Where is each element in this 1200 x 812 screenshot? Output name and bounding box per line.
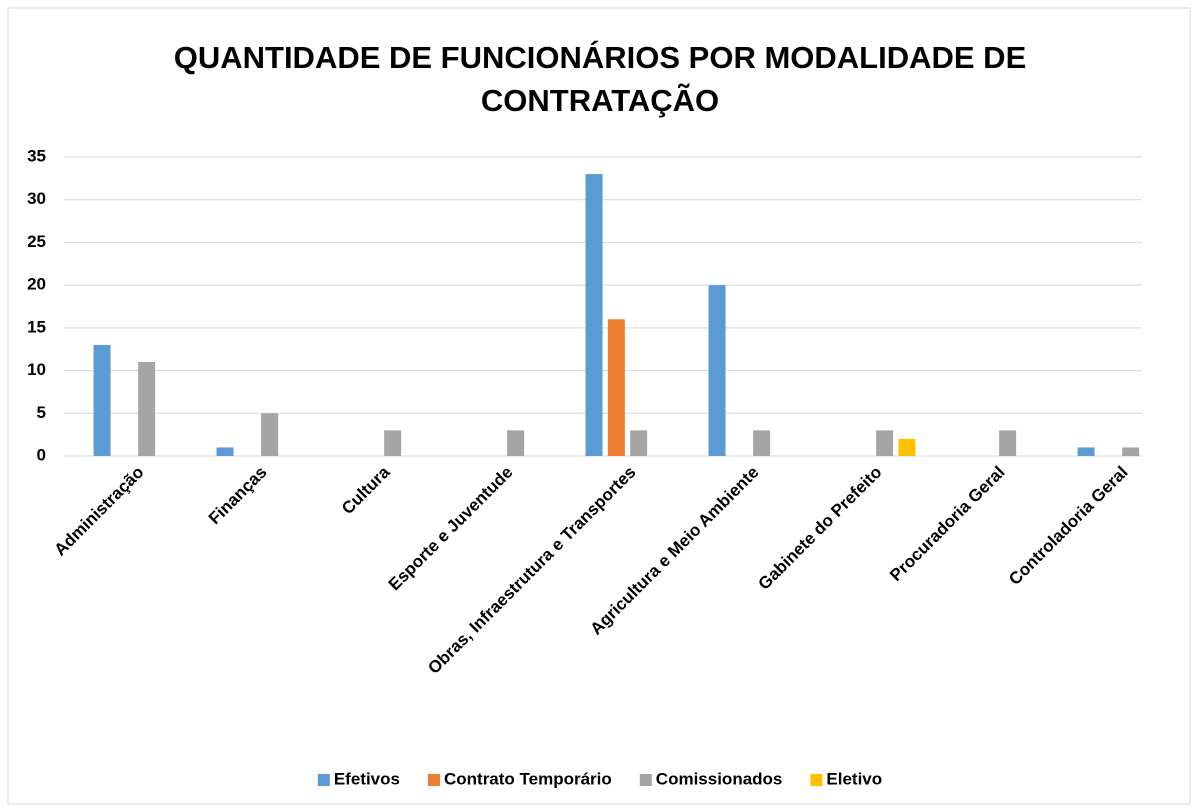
y-tick-label: 25 [27,232,46,251]
bar [261,413,279,456]
chart-title: QUANTIDADE DE FUNCIONÁRIOS POR MODALIDAD… [173,40,1027,118]
bar [999,430,1017,456]
bar [216,447,234,456]
legend-swatch [317,774,330,786]
y-tick-label: 15 [27,317,46,336]
legend-swatch [639,774,652,786]
bar [138,362,156,456]
bar [1077,447,1095,456]
bar [876,430,894,456]
legend-swatch [810,774,823,786]
legend-label: Eletivo [826,769,882,788]
y-tick-label: 0 [37,445,46,464]
bar [384,430,402,456]
legend-label: Efetivos [334,769,400,788]
legend-label: Contrato Temporário [444,769,612,788]
y-tick-label: 10 [27,360,46,379]
bar [630,430,648,456]
bar [93,344,111,456]
legend-label: Comissionados [656,769,783,788]
bar [507,430,525,456]
y-tick-label: 30 [27,189,46,208]
bar [708,285,726,456]
legend-swatch [427,774,440,786]
y-tick-label: 20 [27,275,46,294]
y-tick-label: 35 [27,146,46,165]
bar [898,438,916,456]
bar [1122,447,1140,456]
bar [607,319,625,456]
bar [585,174,603,457]
bar [753,430,771,456]
y-tick-label: 5 [37,403,46,422]
